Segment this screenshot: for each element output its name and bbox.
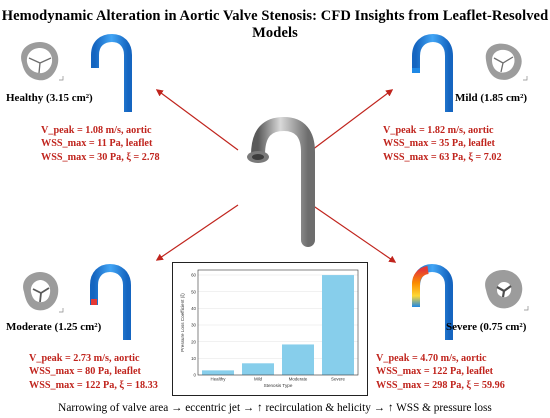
chart-y-tick-label: 40: [191, 306, 196, 311]
chart-y-tick-label: 10: [191, 356, 196, 361]
arrow-to-severe: [311, 204, 397, 263]
chart-x-tick-label: Healthy: [211, 377, 227, 382]
healthy-valve-icon: [21, 42, 64, 81]
chart-x-tick-label: Moderate: [289, 377, 308, 382]
central-aorta-model: [247, 116, 315, 247]
chart-x-tick-label: Severe: [331, 377, 345, 382]
mild-label: Mild (1.85 cm²): [455, 92, 528, 104]
chart-y-tick-label: 0: [194, 373, 197, 378]
chart-x-tick-label: Mild: [254, 377, 263, 382]
moderate-metrics: V_peak = 2.73 m/s, aortic WSS_max = 80 P…: [29, 352, 158, 392]
chart-x-ticks: Healthy Mild Moderate Severe: [211, 377, 346, 382]
mild-aorta-model: [412, 33, 453, 112]
metric-line: WSS_max = 298 Pa, ξ = 59.96: [376, 379, 505, 391]
chart-y-tick-label: 50: [191, 289, 196, 294]
metric-line: WSS_max = 122 Pa, ξ = 18.33: [29, 379, 158, 391]
arrow-to-healthy: [155, 89, 239, 151]
arrow-to-moderate: [155, 204, 239, 261]
mild-valve-icon: [485, 43, 528, 81]
severe-valve-icon: [485, 270, 529, 311]
chart-plot-frame: [197, 269, 359, 376]
moderate-label: Moderate (1.25 cm²): [6, 321, 102, 333]
chart-y-tick-label: 20: [191, 339, 196, 344]
chart-x-axis-label: Stenosis Type: [264, 383, 293, 388]
chart-bar-healthy: [202, 370, 234, 375]
moderate-valve-icon: [23, 272, 64, 313]
metric-line: WSS_max = 35 Pa, leaflet: [383, 138, 495, 150]
metric-line: V_peak = 4.70 m/s, aortic: [376, 353, 487, 364]
chart-y-axis-label: Pressure Loss Coefficient (ξ): [180, 293, 186, 352]
arrow-to-mild: [311, 89, 394, 151]
healthy-label: Healthy (3.15 cm²): [6, 92, 93, 104]
chart-y-tick-label: 30: [191, 323, 196, 328]
chart-bar-mild: [242, 363, 274, 375]
metric-line: WSS_max = 30 Pa, ξ = 2.78: [41, 151, 160, 163]
figure-title: Hemodynamic Alteration in Aortic Valve S…: [1, 8, 549, 41]
healthy-metrics: V_peak = 1.08 m/s, aortic WSS_max = 11 P…: [41, 124, 160, 164]
severe-label: Severe (0.75 cm²): [446, 321, 527, 333]
footer-caption: Narrowing of valve area → eccentric jet …: [58, 402, 492, 414]
metric-line: V_peak = 1.08 m/s, aortic: [41, 125, 152, 136]
severe-metrics: V_peak = 4.70 m/s, aortic WSS_max = 122 …: [376, 352, 505, 392]
chart-y-ticks: 0 10 20 30 40 50 60: [191, 273, 196, 378]
severe-aorta-model: [412, 263, 453, 340]
moderate-aorta-model: [90, 263, 131, 340]
chart-bar-severe: [322, 275, 354, 375]
chart-bar-moderate: [282, 344, 314, 375]
metric-line: WSS_max = 80 Pa, leaflet: [29, 366, 141, 378]
chart-bars: [202, 275, 354, 375]
mild-metrics: V_peak = 1.82 m/s, aortic WSS_max = 35 P…: [383, 124, 502, 164]
metric-line: V_peak = 1.82 m/s, aortic: [383, 125, 494, 136]
metric-line: WSS_max = 122 Pa, leaflet: [376, 366, 494, 378]
metric-line: V_peak = 2.73 m/s, aortic: [29, 353, 140, 364]
metric-line: WSS_max = 63 Pa, ξ = 7.02: [383, 151, 502, 163]
metric-line: WSS_max = 11 Pa, leaflet: [41, 138, 153, 150]
chart-y-tick-label: 60: [191, 273, 196, 278]
healthy-aorta-model: [91, 33, 132, 112]
